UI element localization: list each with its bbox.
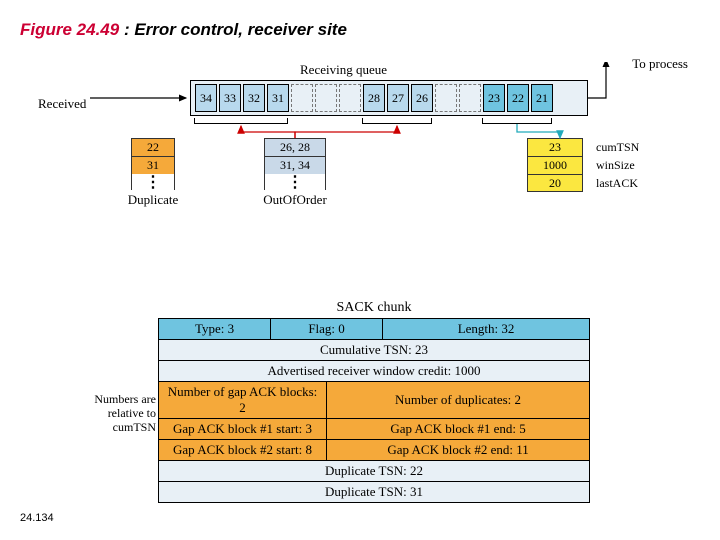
queue-slot: 27: [387, 84, 409, 112]
queue-slot: [435, 84, 457, 112]
sack-cell: Gap ACK block #2 start: 8: [159, 440, 327, 461]
queue-slot: 23: [483, 84, 505, 112]
queue-slot: 31: [267, 84, 289, 112]
received-label: Received: [38, 96, 86, 112]
top-diagram: Receiving queue To process Received 3433…: [60, 62, 660, 252]
stack-cell: 22: [131, 138, 175, 156]
outoforder-stack: 26, 2831, 34⋮OutOfOrder: [272, 138, 318, 208]
receiving-queue-label: Receiving queue: [300, 62, 387, 78]
stack-dots: ⋮: [131, 174, 175, 190]
sack-row: Number of gap ACK blocks: 2Number of dup…: [159, 382, 590, 419]
sack-cell: Length: 32: [383, 319, 590, 340]
queue-slot: 33: [219, 84, 241, 112]
queue-bracket: [362, 118, 432, 124]
queue-slot: 34: [195, 84, 217, 112]
info-label: lastACK: [596, 174, 639, 192]
sack-cell: Type: 3: [159, 319, 271, 340]
sack-cell: Duplicate TSN: 22: [159, 461, 590, 482]
sack-cell: Duplicate TSN: 31: [159, 482, 590, 503]
sack-side-note: Numbers are relative to cumTSN: [80, 392, 156, 434]
info-cell: 23: [527, 138, 583, 156]
queue-bracket: [482, 118, 552, 124]
queue-slot: 28: [363, 84, 385, 112]
figure-title: Figure 24.49 : Error control, receiver s…: [20, 20, 347, 40]
duplicate-stack: 2231⋮Duplicate: [130, 138, 176, 208]
info-cell: 20: [527, 174, 583, 192]
queue-bracket: [194, 118, 288, 124]
sack-cell: Gap ACK block #1 start: 3: [159, 419, 327, 440]
queue-slot: 26: [411, 84, 433, 112]
figure-number: Figure 24.49: [20, 20, 119, 39]
info-label: winSize: [596, 156, 639, 174]
sack-cell: Advertised receiver window credit: 1000: [159, 361, 590, 382]
queue-slot: 32: [243, 84, 265, 112]
stack-cell: 26, 28: [264, 138, 326, 156]
stack-label: OutOfOrder: [263, 192, 327, 208]
stack-label: Duplicate: [128, 192, 179, 208]
sack-row: Gap ACK block #2 start: 8Gap ACK block #…: [159, 440, 590, 461]
page-number: 24.134: [20, 512, 54, 524]
sack-header-row: Type: 3 Flag: 0 Length: 32: [159, 319, 590, 340]
to-process-label: To process: [632, 56, 688, 72]
queue-slot: [315, 84, 337, 112]
info-cell: 1000: [527, 156, 583, 174]
sack-cell: Gap ACK block #1 end: 5: [327, 419, 590, 440]
sack-row: Duplicate TSN: 22: [159, 461, 590, 482]
figure-caption: Error control, receiver site: [134, 20, 347, 39]
receiving-queue: 34333231 282726 232221: [190, 80, 588, 116]
sack-row: Cumulative TSN: 23: [159, 340, 590, 361]
figure-sep: :: [119, 20, 134, 39]
sack-table: Type: 3 Flag: 0 Length: 32 Cumulative TS…: [158, 318, 590, 503]
info-stack: 23100020: [532, 138, 578, 192]
info-label: cumTSN: [596, 138, 639, 156]
stack-dots: ⋮: [264, 174, 326, 190]
sack-title: SACK chunk: [158, 300, 590, 316]
sack-row: Advertised receiver window credit: 1000: [159, 361, 590, 382]
queue-slot: [339, 84, 361, 112]
info-labels: cumTSN winSize lastACK: [596, 138, 639, 192]
sack-cell: Cumulative TSN: 23: [159, 340, 590, 361]
queue-slot: [291, 84, 313, 112]
sack-cell: Flag: 0: [271, 319, 383, 340]
queue-slot: 22: [507, 84, 529, 112]
queue-slot: [459, 84, 481, 112]
sack-cell: Number of gap ACK blocks: 2: [159, 382, 327, 419]
sack-row: Duplicate TSN: 31: [159, 482, 590, 503]
sack-row: Gap ACK block #1 start: 3Gap ACK block #…: [159, 419, 590, 440]
sack-chunk: SACK chunk Type: 3 Flag: 0 Length: 32 Cu…: [158, 300, 590, 503]
sack-cell: Number of duplicates: 2: [327, 382, 590, 419]
queue-slot: 21: [531, 84, 553, 112]
sack-cell: Gap ACK block #2 end: 11: [327, 440, 590, 461]
